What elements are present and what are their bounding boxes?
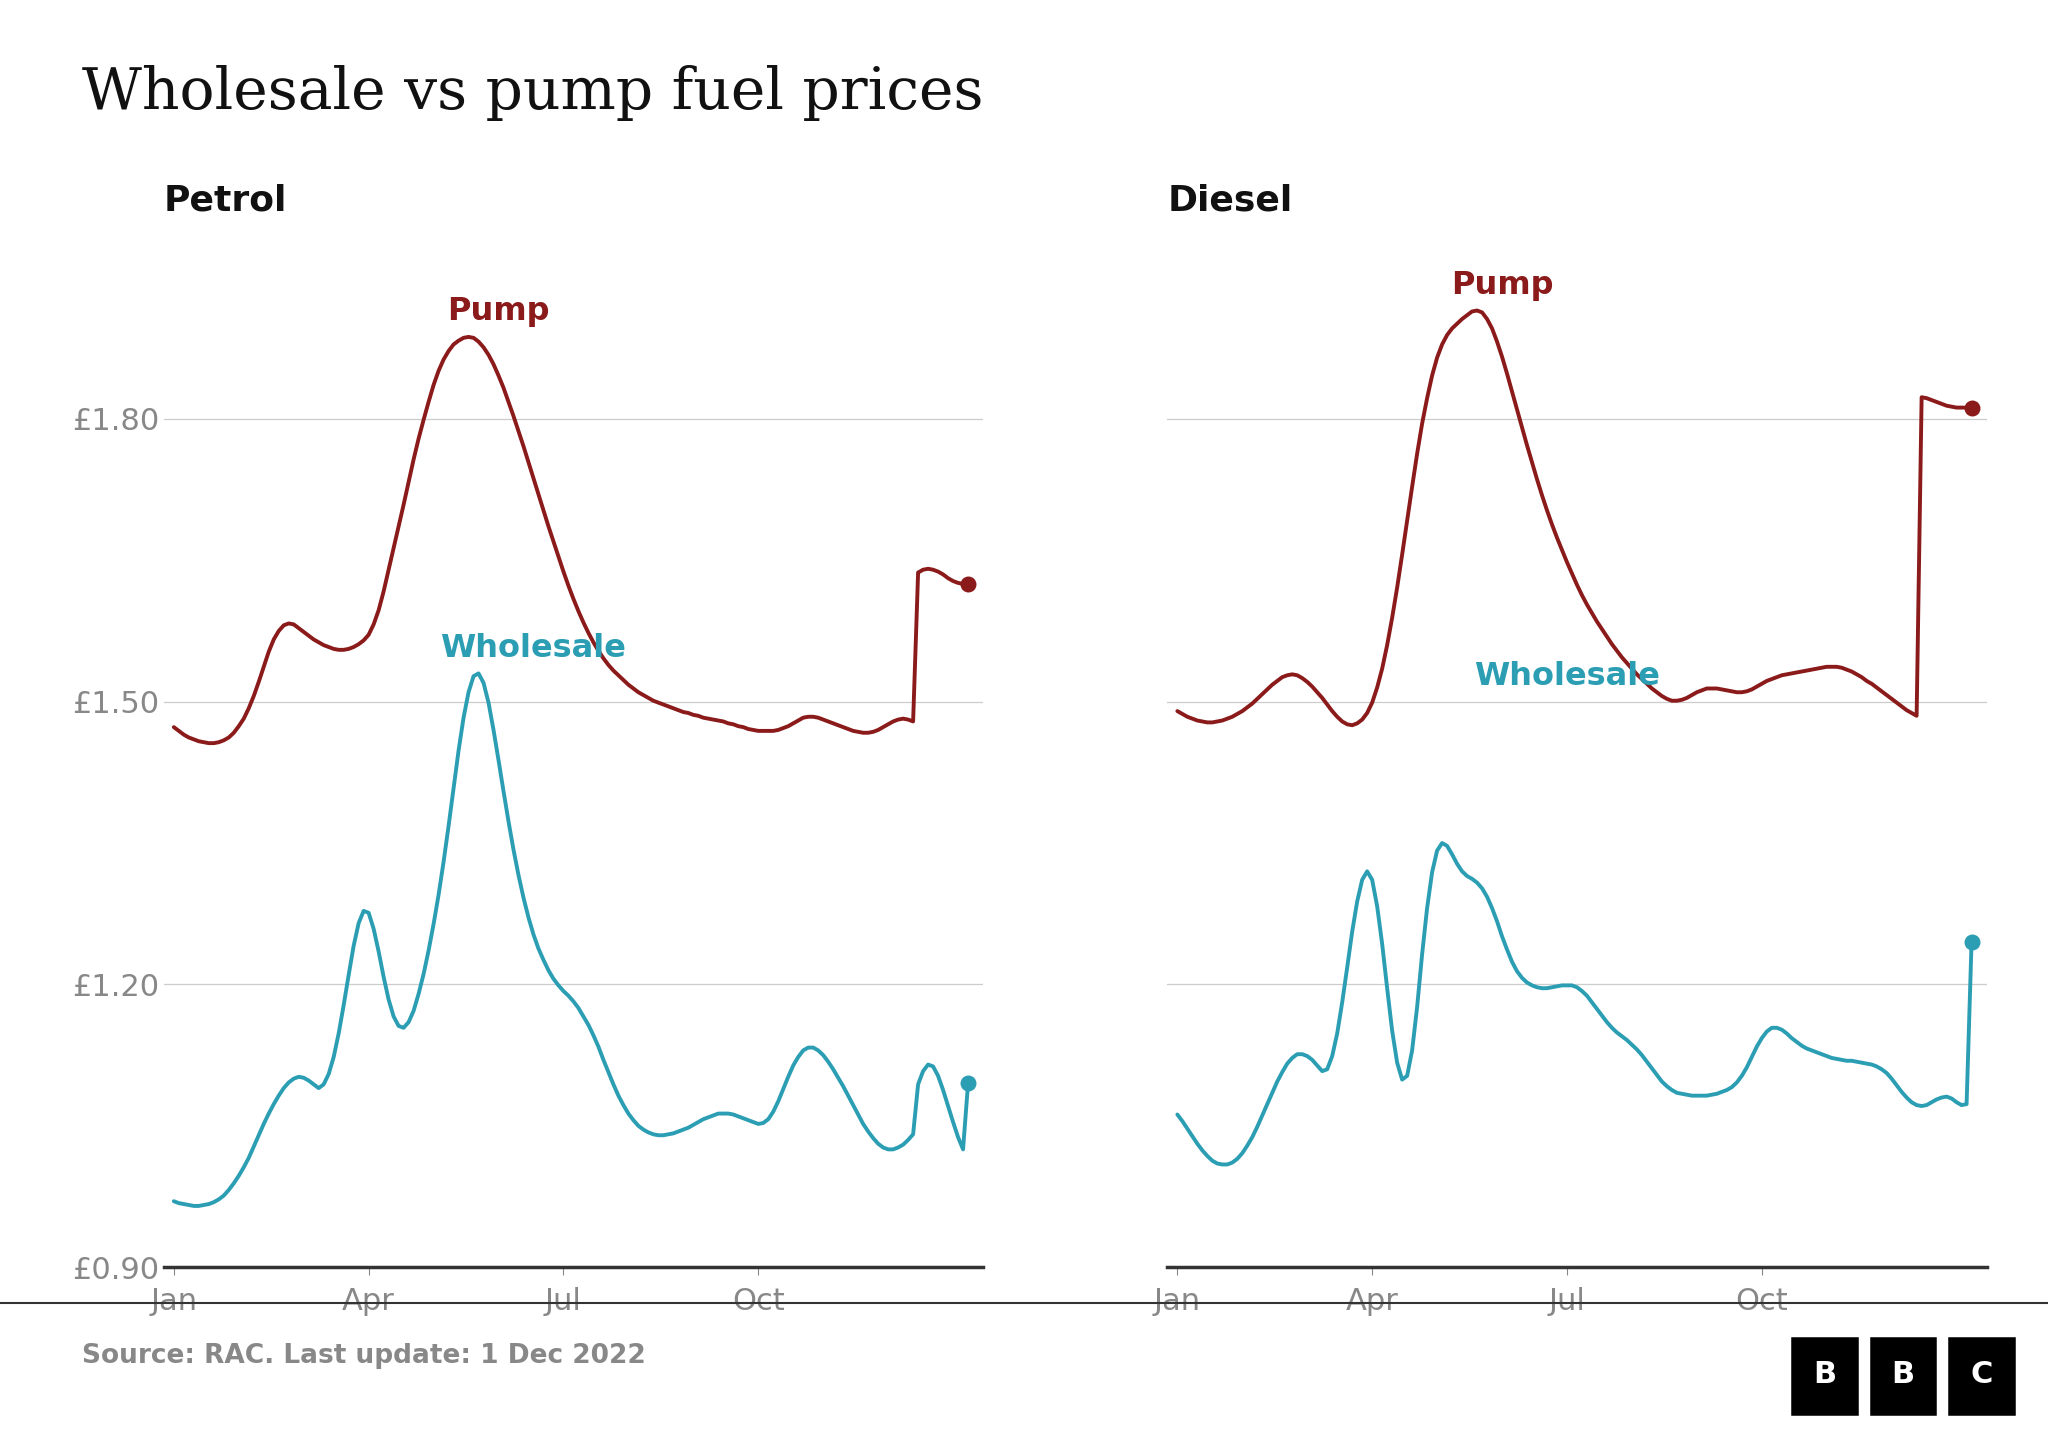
Text: Petrol: Petrol: [164, 184, 287, 217]
Point: [1956, 930, 1989, 953]
Point: [1956, 396, 1989, 419]
Point: [952, 1071, 985, 1094]
Text: B: B: [1890, 1359, 1915, 1388]
Text: Wholesale vs pump fuel prices: Wholesale vs pump fuel prices: [82, 65, 983, 121]
Text: Pump: Pump: [446, 295, 549, 327]
Bar: [1790, 1335, 1860, 1417]
Point: [952, 572, 985, 595]
Bar: [1946, 1335, 2017, 1417]
Text: Source: RAC. Last update: 1 Dec 2022: Source: RAC. Last update: 1 Dec 2022: [82, 1344, 645, 1369]
Text: C: C: [1970, 1359, 1993, 1388]
Text: B: B: [1812, 1359, 1835, 1388]
Text: Diesel: Diesel: [1167, 184, 1292, 217]
Text: Wholesale: Wholesale: [440, 634, 627, 664]
Text: Pump: Pump: [1450, 271, 1552, 301]
Bar: [1868, 1335, 1937, 1417]
Text: Wholesale: Wholesale: [1475, 661, 1661, 693]
